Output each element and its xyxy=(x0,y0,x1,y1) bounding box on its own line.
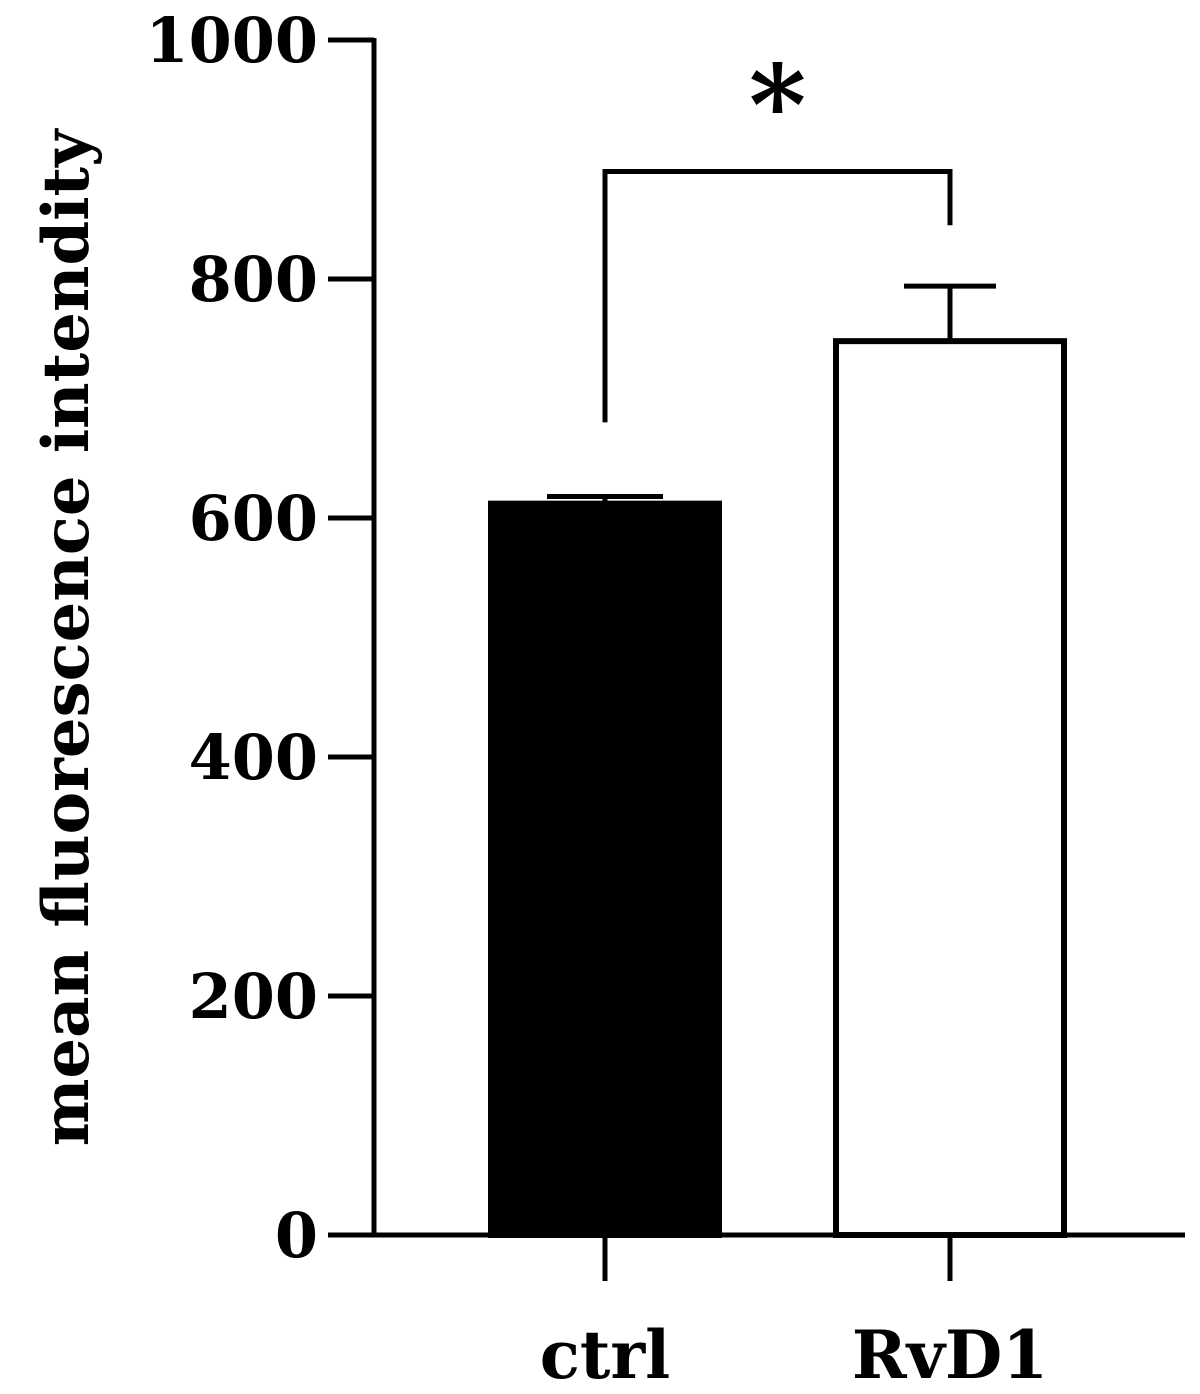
y-tick-label-400: 400 xyxy=(189,721,318,794)
y-tick-label-200: 200 xyxy=(189,960,318,1033)
error-bars xyxy=(547,283,996,504)
y-tick-label-0: 0 xyxy=(275,1199,318,1272)
bar-rvd1 xyxy=(833,338,1067,1238)
significance-annotation: * xyxy=(602,40,953,423)
y-tick-label-800: 800 xyxy=(189,243,318,316)
significance-star: * xyxy=(749,40,807,169)
y-ticks: 0 200 400 600 800 1000 xyxy=(145,4,374,1272)
bars xyxy=(488,338,1067,1239)
y-tick-label-600: 600 xyxy=(189,482,318,555)
bar-ctrl xyxy=(488,500,722,1239)
significance-bracket xyxy=(602,168,953,423)
x-tick-labels: ctrl RvD1 xyxy=(540,1235,1048,1394)
x-tick-label-ctrl: ctrl xyxy=(540,1316,671,1394)
x-tick-label-rvd1: RvD1 xyxy=(852,1316,1048,1394)
y-tick-label-1000: 1000 xyxy=(145,4,318,77)
y-axis-label: mean fluorescence intendity xyxy=(29,128,104,1146)
